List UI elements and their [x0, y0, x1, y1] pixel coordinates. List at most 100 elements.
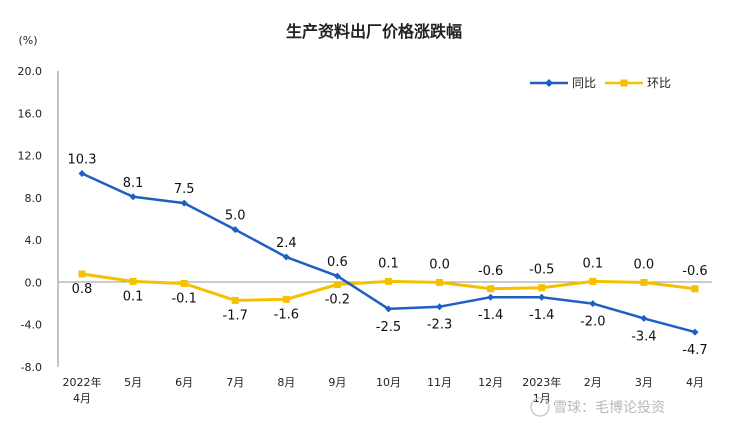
unit-label: (%) — [18, 34, 37, 47]
data-point-yoy — [282, 253, 290, 261]
data-label-yoy: 8.1 — [123, 176, 144, 191]
data-label-mom: -0.2 — [325, 293, 350, 308]
data-label-yoy: -2.3 — [427, 318, 452, 333]
data-point-yoy — [436, 303, 444, 311]
data-label-yoy: 7.5 — [174, 182, 195, 197]
data-label-mom: -0.5 — [529, 263, 554, 278]
data-label-yoy: -4.7 — [682, 343, 707, 358]
data-point-mom — [333, 281, 341, 289]
legend-marker-yoy — [545, 79, 553, 87]
data-labels: 10.3 8.1 7.5 5.0 2.4 0.6 -2.5 -2.3 -1.4 -1.4 -2.0 -… — [68, 153, 708, 359]
legend-item-mom: 环比 — [605, 76, 671, 90]
data-point-yoy — [589, 300, 597, 308]
y-tick-label: 12.0 — [18, 150, 43, 163]
y-tick-label: -4.0 — [21, 319, 42, 332]
legend-item-yoy: 同比 — [530, 76, 596, 90]
x-tick-line: 2022年 — [63, 375, 102, 389]
x-tick-line: 8月 — [277, 376, 295, 389]
x-tick-label: 6月 — [175, 376, 193, 389]
y-tick-label: 20.0 — [18, 65, 43, 78]
chart-title: 生产资料出厂价格涨跌幅 — [286, 22, 462, 41]
data-label-mom: -0.1 — [171, 291, 196, 306]
x-tick-label: 12月 — [478, 376, 503, 389]
data-point-yoy — [180, 199, 188, 207]
y-tick-label: -8.0 — [21, 361, 42, 374]
data-point-yoy — [538, 293, 546, 301]
x-tick-label: 7月 — [226, 376, 244, 389]
x-tick-label: 3月 — [635, 376, 653, 389]
data-label-yoy: 0.6 — [327, 255, 348, 270]
data-label-mom: -0.6 — [682, 264, 707, 279]
x-tick-line: 3月 — [635, 376, 653, 389]
data-point-mom — [691, 285, 699, 293]
x-tick-label: 2022年 4月 — [63, 375, 102, 405]
x-tick-line: 4月 — [73, 392, 91, 405]
x-tick-line: 5月 — [124, 376, 142, 389]
data-point-yoy — [129, 193, 137, 201]
x-tick-line: 10月 — [376, 376, 401, 389]
y-tick-label: 0.0 — [25, 276, 43, 289]
data-label-yoy: 5.0 — [225, 209, 246, 224]
data-label-mom: 0.1 — [378, 256, 399, 271]
data-label-mom: -0.6 — [478, 264, 503, 279]
data-label-mom: 0.1 — [582, 256, 603, 271]
data-label-mom: 0.1 — [123, 289, 144, 304]
data-point-mom — [129, 277, 137, 285]
legend-marker-mom — [620, 79, 628, 87]
x-tick-label: 5月 — [124, 376, 142, 389]
x-tick-line: 2月 — [584, 376, 602, 389]
data-point-mom — [384, 277, 392, 285]
y-tick-label: 4.0 — [25, 234, 43, 247]
data-point-yoy — [640, 314, 648, 322]
data-label-mom: 0.0 — [634, 257, 655, 272]
y-tick-label: 16.0 — [18, 107, 43, 120]
x-tick-line: 9月 — [328, 376, 346, 389]
watermark-text: 雪球：毛博论投资 — [553, 399, 665, 416]
data-label-yoy: -2.0 — [580, 315, 605, 330]
data-label-yoy: 10.3 — [68, 153, 97, 168]
snowball-logo-icon — [530, 397, 550, 417]
y-tick-label: 8.0 — [25, 192, 43, 205]
x-tick-label: 11月 — [427, 376, 452, 389]
data-label-yoy: 2.4 — [276, 236, 297, 251]
x-tick-line: 6月 — [175, 376, 193, 389]
data-point-yoy — [384, 305, 392, 313]
x-tick-line: 11月 — [427, 376, 452, 389]
data-point-mom — [231, 296, 239, 304]
data-label-yoy: -2.5 — [376, 320, 401, 335]
series-group — [78, 170, 699, 336]
x-tick-line: 4月 — [686, 376, 704, 389]
data-point-mom — [589, 277, 597, 285]
x-tick-line: 2023年 — [522, 375, 561, 389]
watermark: 雪球：毛博论投资 — [530, 397, 665, 417]
data-point-mom — [78, 270, 86, 278]
data-point-yoy — [333, 272, 341, 280]
x-tick-label: 4月 — [686, 376, 704, 389]
legend-label-mom: 环比 — [647, 76, 671, 90]
y-tick-labels: 20.0 16.0 12.0 8.0 4.0 0.0 -4.0 -8.0 — [18, 65, 43, 374]
data-point-yoy — [691, 328, 699, 336]
legend: 同比 环比 — [530, 76, 671, 90]
x-tick-line: 12月 — [478, 376, 503, 389]
data-point-mom — [538, 284, 546, 292]
data-label-yoy: -1.4 — [478, 308, 503, 323]
data-label-mom: -1.7 — [223, 308, 248, 323]
data-label-mom: -1.6 — [274, 307, 299, 322]
data-label-yoy: -3.4 — [631, 329, 656, 344]
data-label-mom: 0.0 — [429, 257, 450, 272]
data-point-yoy — [78, 170, 86, 178]
data-label-mom: 0.8 — [72, 282, 93, 297]
x-tick-label: 8月 — [277, 376, 295, 389]
data-point-yoy — [487, 293, 495, 301]
data-point-mom — [487, 285, 495, 293]
data-point-mom — [282, 295, 290, 303]
x-tick-label: 9月 — [328, 376, 346, 389]
x-tick-label: 10月 — [376, 376, 401, 389]
legend-label-yoy: 同比 — [572, 76, 596, 90]
data-point-mom — [180, 279, 188, 287]
data-point-mom — [436, 278, 444, 286]
data-point-mom — [640, 278, 648, 286]
x-tick-line: 7月 — [226, 376, 244, 389]
